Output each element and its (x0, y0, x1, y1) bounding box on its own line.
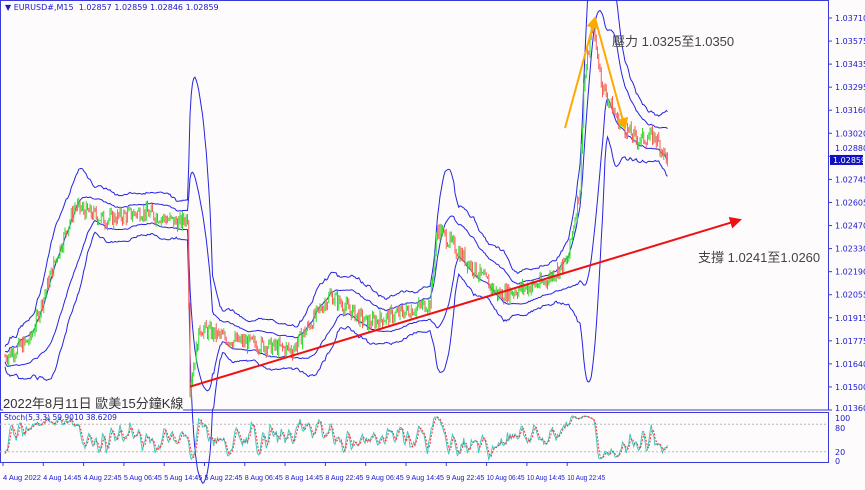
resistance-annotation: 壓力 1.0325至1.0350 (612, 34, 735, 49)
stochastic-label: Stoch(5,3,3) 59.9010 38.6209 (4, 413, 117, 422)
stochastic-scale-label: 20 (835, 448, 845, 457)
current-price-label: 1.02859 (833, 156, 865, 165)
chart-caption: 2022年8月11日 歐美15分鐘K線 (3, 393, 184, 412)
inner-lower-band (4, 97, 668, 392)
x-tick-label: 5 Aug 06:45 (124, 473, 162, 482)
x-tick-label: 10 Aug 06:45 (487, 473, 525, 482)
stochastic-d-line (4, 415, 668, 459)
chart-header: ▼ EURUSD#,M15 1.02857 1.02859 1.02846 1.… (5, 3, 219, 12)
y-tick-label: 1.01640 (835, 360, 865, 369)
resistance-arrow[interactable] (564, 16, 599, 129)
x-tick-label: 8 Aug 22:45 (325, 473, 363, 482)
y-tick-label: 1.03435 (835, 60, 865, 69)
x-tick-label: 9 Aug 14:45 (406, 473, 444, 482)
x-tick-label: 8 Aug 06:45 (245, 473, 283, 482)
x-tick-label: 10 Aug 14:45 (527, 473, 565, 482)
y-tick-label: 1.03710 (835, 14, 865, 23)
support-trendline[interactable] (189, 216, 742, 388)
resistance-arrow[interactable] (594, 17, 629, 131)
x-tick-label: 4 Aug 2022 (3, 473, 41, 482)
main-panel-frame (0, 0, 829, 411)
y-tick-label: 1.02055 (835, 291, 865, 300)
y-tick-label: 1.02745 (835, 175, 865, 184)
x-tick-label: 4 Aug 22:45 (84, 473, 122, 482)
x-tick-label: 10 Aug 22:45 (567, 473, 605, 482)
outer-lower-band (4, 135, 668, 484)
y-tick-label: 1.02470 (835, 222, 865, 231)
y-tick-label: 1.03020 (835, 129, 865, 138)
outer-upper-band (4, 0, 668, 347)
y-tick-label: 1.03295 (835, 83, 865, 92)
support-annotation: 支撐 1.0241至1.0260 (698, 250, 821, 265)
y-tick-label: 1.02605 (835, 198, 865, 207)
stochastic-panel-frame (0, 412, 829, 463)
stochastic-scale-label: 80 (835, 424, 845, 433)
y-tick-label: 1.02330 (835, 245, 865, 254)
stochastic-scale-label: 0 (835, 457, 840, 466)
x-tick-label: 8 Aug 14:45 (285, 473, 323, 482)
x-tick-label: 9 Aug 22:45 (446, 473, 484, 482)
y-tick-label: 1.02190 (835, 268, 865, 277)
y-tick-label: 1.01360 (835, 404, 865, 413)
symbol-label: EURUSD#,M15 (13, 3, 74, 12)
inner-upper-band (4, 9, 668, 353)
x-tick-label: 4 Aug 14:45 (43, 473, 81, 482)
y-tick-label: 1.01775 (835, 337, 865, 346)
ohlc-values: 1.02857 1.02859 1.02846 1.02859 (78, 3, 219, 12)
current-price-tag (830, 154, 863, 165)
x-tick-label: 9 Aug 06:45 (366, 473, 404, 482)
stochastic-scale-label: 100 (835, 414, 850, 423)
x-tick-label: 5 Aug 22:45 (205, 473, 243, 482)
y-tick-label: 1.03160 (835, 106, 865, 115)
y-tick-label: 1.01915 (835, 314, 865, 323)
x-tick-label: 5 Aug 14:45 (164, 473, 202, 482)
y-tick-label: 1.01500 (835, 383, 865, 392)
y-tick-label: 1.03575 (835, 37, 865, 46)
y-tick-label: 1.02880 (835, 144, 865, 153)
